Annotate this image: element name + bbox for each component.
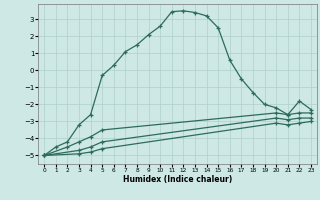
X-axis label: Humidex (Indice chaleur): Humidex (Indice chaleur) bbox=[123, 175, 232, 184]
